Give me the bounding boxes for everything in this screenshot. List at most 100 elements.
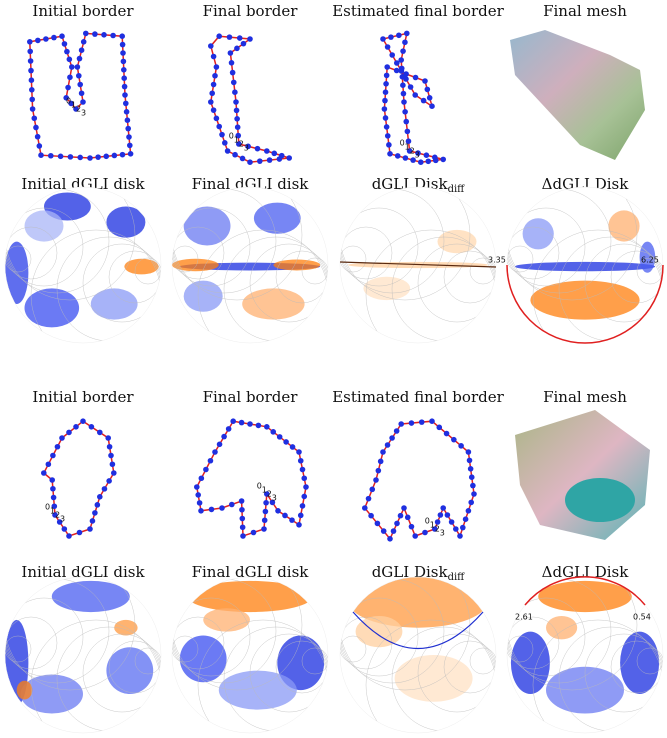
border-point: [89, 518, 96, 524]
border-point: [247, 36, 253, 42]
border-point: [228, 60, 235, 66]
border-point: [92, 31, 98, 37]
disk-arc: [82, 243, 161, 323]
disk: [507, 577, 663, 733]
border-point: [264, 424, 270, 430]
disk-arc: [301, 257, 328, 285]
point-label: 0: [425, 517, 430, 526]
border-point: [229, 501, 235, 508]
disk-region: [179, 635, 227, 683]
border-point: [443, 430, 450, 437]
border-point: [229, 69, 236, 76]
border-point: [51, 503, 58, 510]
border-point: [296, 449, 302, 455]
disk-region: [394, 655, 473, 702]
border-point: [458, 443, 464, 449]
disk-arc: [5, 597, 84, 677]
panel-title: Final border: [203, 2, 299, 20]
border-point: [254, 145, 261, 152]
disk-arc: [365, 619, 496, 733]
border-point: [432, 526, 438, 532]
border-point: [92, 510, 98, 516]
border-point: [125, 125, 131, 132]
disk-arc: [507, 207, 586, 287]
border-point: [400, 82, 406, 88]
border-point: [235, 132, 242, 139]
disk: [340, 577, 496, 733]
title-subscript: diff: [448, 184, 466, 195]
border-point: [111, 470, 117, 476]
disk-region: [538, 580, 632, 613]
border-point: [301, 493, 308, 500]
border-point: [434, 519, 441, 525]
border-point: [69, 64, 75, 70]
border-point: [465, 449, 472, 455]
border-point: [209, 90, 215, 97]
border-point: [76, 55, 83, 62]
border-point: [403, 76, 409, 82]
border-point: [126, 134, 132, 140]
border-point: [412, 533, 419, 539]
border-point: [467, 466, 474, 472]
border-point: [297, 512, 304, 519]
border-point: [384, 44, 391, 50]
disk-region: [437, 229, 477, 254]
panel-title: Estimated final border: [332, 2, 504, 20]
border-point: [420, 97, 427, 104]
disk-border: [171, 186, 329, 344]
border-point: [451, 436, 457, 443]
border-point: [219, 505, 225, 511]
panel-title: Initial border: [32, 2, 134, 20]
border-point: [239, 506, 245, 513]
border-point: [67, 74, 73, 81]
disk-region: [608, 210, 640, 242]
disk-annotation: 3.35: [488, 256, 506, 265]
point-label: 1: [405, 143, 410, 152]
disk-region: [183, 206, 231, 246]
border-point: [247, 159, 253, 165]
border-point: [255, 422, 262, 429]
border-point: [390, 528, 397, 534]
border-point: [245, 143, 251, 150]
disk-arc: [5, 635, 32, 663]
border-point: [239, 515, 246, 522]
border-point: [66, 533, 72, 539]
border-point: [227, 50, 234, 56]
disk-region: [24, 210, 64, 242]
border-point: [36, 143, 43, 149]
border-point: [365, 495, 372, 502]
border-point: [109, 461, 116, 468]
border-point: [94, 502, 101, 508]
disk-arc: [507, 577, 638, 691]
border-point: [51, 34, 57, 41]
border-point: [240, 533, 246, 539]
border-point: [393, 67, 400, 74]
disk-arc: [340, 207, 419, 287]
disk-region: [106, 647, 154, 694]
border-point: [121, 83, 128, 90]
border-point: [54, 443, 61, 450]
border-point: [263, 499, 269, 506]
disk-title: ΔdGLI Disk: [542, 175, 630, 193]
border-point: [207, 457, 214, 464]
border-point: [286, 155, 293, 161]
disk-region: [24, 288, 80, 328]
border-point: [120, 50, 126, 56]
border-point: [50, 494, 57, 501]
border-point: [296, 522, 302, 528]
border-point: [303, 484, 309, 490]
disk-arc: [417, 633, 496, 713]
panel-title: Initial border: [32, 388, 134, 406]
disk: [507, 187, 663, 343]
border-point: [232, 89, 238, 95]
border-point: [34, 133, 41, 140]
point-label: 2: [267, 490, 272, 499]
mesh-part: [565, 478, 635, 522]
geodesic: [339, 261, 497, 268]
disk-arc: [507, 245, 534, 273]
border-point: [425, 158, 432, 165]
border-point: [398, 421, 405, 427]
border-point: [216, 123, 222, 130]
disk-arc: [469, 647, 496, 675]
disk-region: [16, 680, 33, 700]
